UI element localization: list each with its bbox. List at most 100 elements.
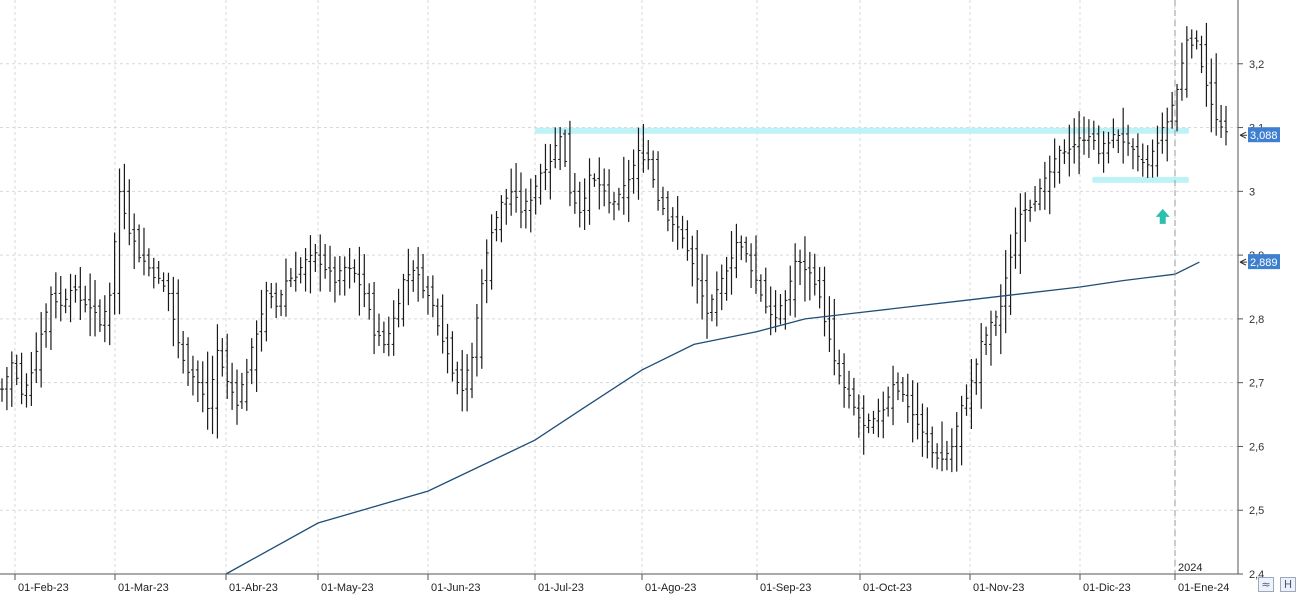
ohlc-bar (117, 168, 122, 315)
ohlc-bar (73, 274, 78, 303)
ohlc-bar (749, 243, 754, 288)
ohlc-bar (249, 338, 254, 385)
x-tick-label: 01-Abr-23 (229, 582, 278, 594)
ohlc-bar (288, 268, 293, 288)
ohlc-bar (1018, 193, 1023, 275)
ohlc-bar (215, 324, 220, 439)
ohlc-bar (886, 386, 891, 417)
ohlc-bar (298, 257, 303, 284)
ohlc-bar (1091, 120, 1096, 150)
ohlc-bar (274, 282, 279, 319)
ohlc-bar (430, 275, 435, 318)
ohlc-bar (812, 253, 817, 296)
ohlc-bar (1224, 105, 1228, 146)
ohlc-bar (641, 123, 646, 173)
ohlc-bar (616, 187, 621, 211)
ohlc-bar (969, 358, 974, 429)
ohlc-bar (949, 428, 954, 473)
signal-arrow (1155, 208, 1170, 224)
ohlc-bar (181, 330, 186, 374)
ohlc-bar (798, 249, 803, 285)
year-marker: 2024 (1178, 562, 1202, 574)
ohlc-bar (34, 332, 39, 384)
price-badge-label: 3,088 (1250, 130, 1278, 142)
ohlc-bar (533, 175, 538, 215)
ohlc-bar (1086, 119, 1091, 158)
ohlc-bar (352, 259, 357, 283)
ohlc-bar (832, 298, 837, 376)
ohlc-bar (239, 372, 244, 409)
ohlc-bar (871, 410, 876, 434)
ohlc-bar (455, 361, 460, 395)
ohlc-bar (1126, 124, 1131, 156)
ohlc-bar (1067, 124, 1072, 177)
ohlc-bar (1047, 155, 1052, 215)
ohlc-bar (538, 163, 543, 205)
ohlc-bar (905, 373, 910, 423)
support-zone (1092, 176, 1189, 183)
ohlc-bar (1111, 118, 1116, 149)
price-badge-box (1248, 127, 1280, 143)
save-icon[interactable]: H (1280, 577, 1296, 592)
ohlc-bar (313, 243, 318, 272)
zones (535, 127, 1189, 183)
ohlc-bar (244, 358, 249, 411)
ohlc-bar (891, 365, 896, 426)
ohlc-bar (665, 191, 670, 232)
ohlc-bar (773, 290, 778, 333)
ohlc-bar (1130, 138, 1135, 170)
ohlc-bar (920, 403, 925, 457)
ohlc-bar (915, 382, 920, 440)
ohlc-bar (964, 384, 969, 416)
ohlc-bar (866, 413, 871, 434)
ohlc-bar (19, 352, 24, 405)
ohlc-bar (1072, 118, 1077, 164)
ohlc-bar (381, 321, 386, 354)
ohlc-bar (1033, 186, 1038, 212)
ohlc-bar (308, 235, 313, 294)
chart-mode-button[interactable]: ≈ (1258, 577, 1274, 592)
ohlc-bar (984, 326, 989, 355)
ohlc-bar (1042, 161, 1047, 210)
ohlc-bar (1199, 35, 1204, 74)
y-tick-label: 2,8 (1249, 314, 1264, 326)
ohlc-bar (680, 215, 685, 249)
ohlc-bar (851, 377, 856, 416)
y-tick-label: 2,7 (1249, 378, 1264, 390)
ohlc-bar (612, 192, 616, 221)
ohlc-bar (1023, 192, 1028, 242)
ohlc-bar (347, 247, 352, 289)
ohlc-bar (1160, 112, 1165, 154)
ohlc-bar (279, 289, 284, 317)
ohlc-bar (195, 360, 200, 403)
ohlc-bar (954, 412, 959, 472)
ohlc-bar (518, 172, 523, 229)
ohlc-bar (817, 267, 822, 309)
ohlc-bar (372, 281, 377, 355)
ma-badge: 2,889 (1248, 254, 1280, 269)
ohlc-bar (470, 342, 475, 399)
ohlc-bar (332, 256, 337, 303)
ohlc-bar (1150, 139, 1155, 178)
ohlc-bar (411, 260, 416, 292)
ohlc-bar (861, 395, 866, 455)
ohlc-bar (63, 288, 68, 314)
ohlc-bar (460, 350, 465, 412)
ohlc-bar (1106, 131, 1111, 164)
ohlc-bar (802, 236, 807, 302)
ohlc-bar (499, 195, 504, 243)
ohlc-bar (259, 289, 264, 352)
ohlc-bar (783, 290, 788, 330)
ohlc-bar (342, 256, 347, 296)
ohlc-bar (401, 273, 406, 327)
x-tick-label: 01-Jun-23 (431, 582, 481, 594)
ohlc-bar (102, 295, 107, 343)
ohlc-bar (827, 296, 832, 353)
y-tick-label: 3 (1249, 186, 1255, 198)
ohlc-bar (171, 276, 176, 347)
ohlc-bar (842, 353, 847, 408)
ohlc-bar (200, 361, 205, 413)
ohlc-bar (78, 266, 83, 321)
ma-pointer (1239, 258, 1247, 266)
ohlc-bar (39, 312, 44, 388)
